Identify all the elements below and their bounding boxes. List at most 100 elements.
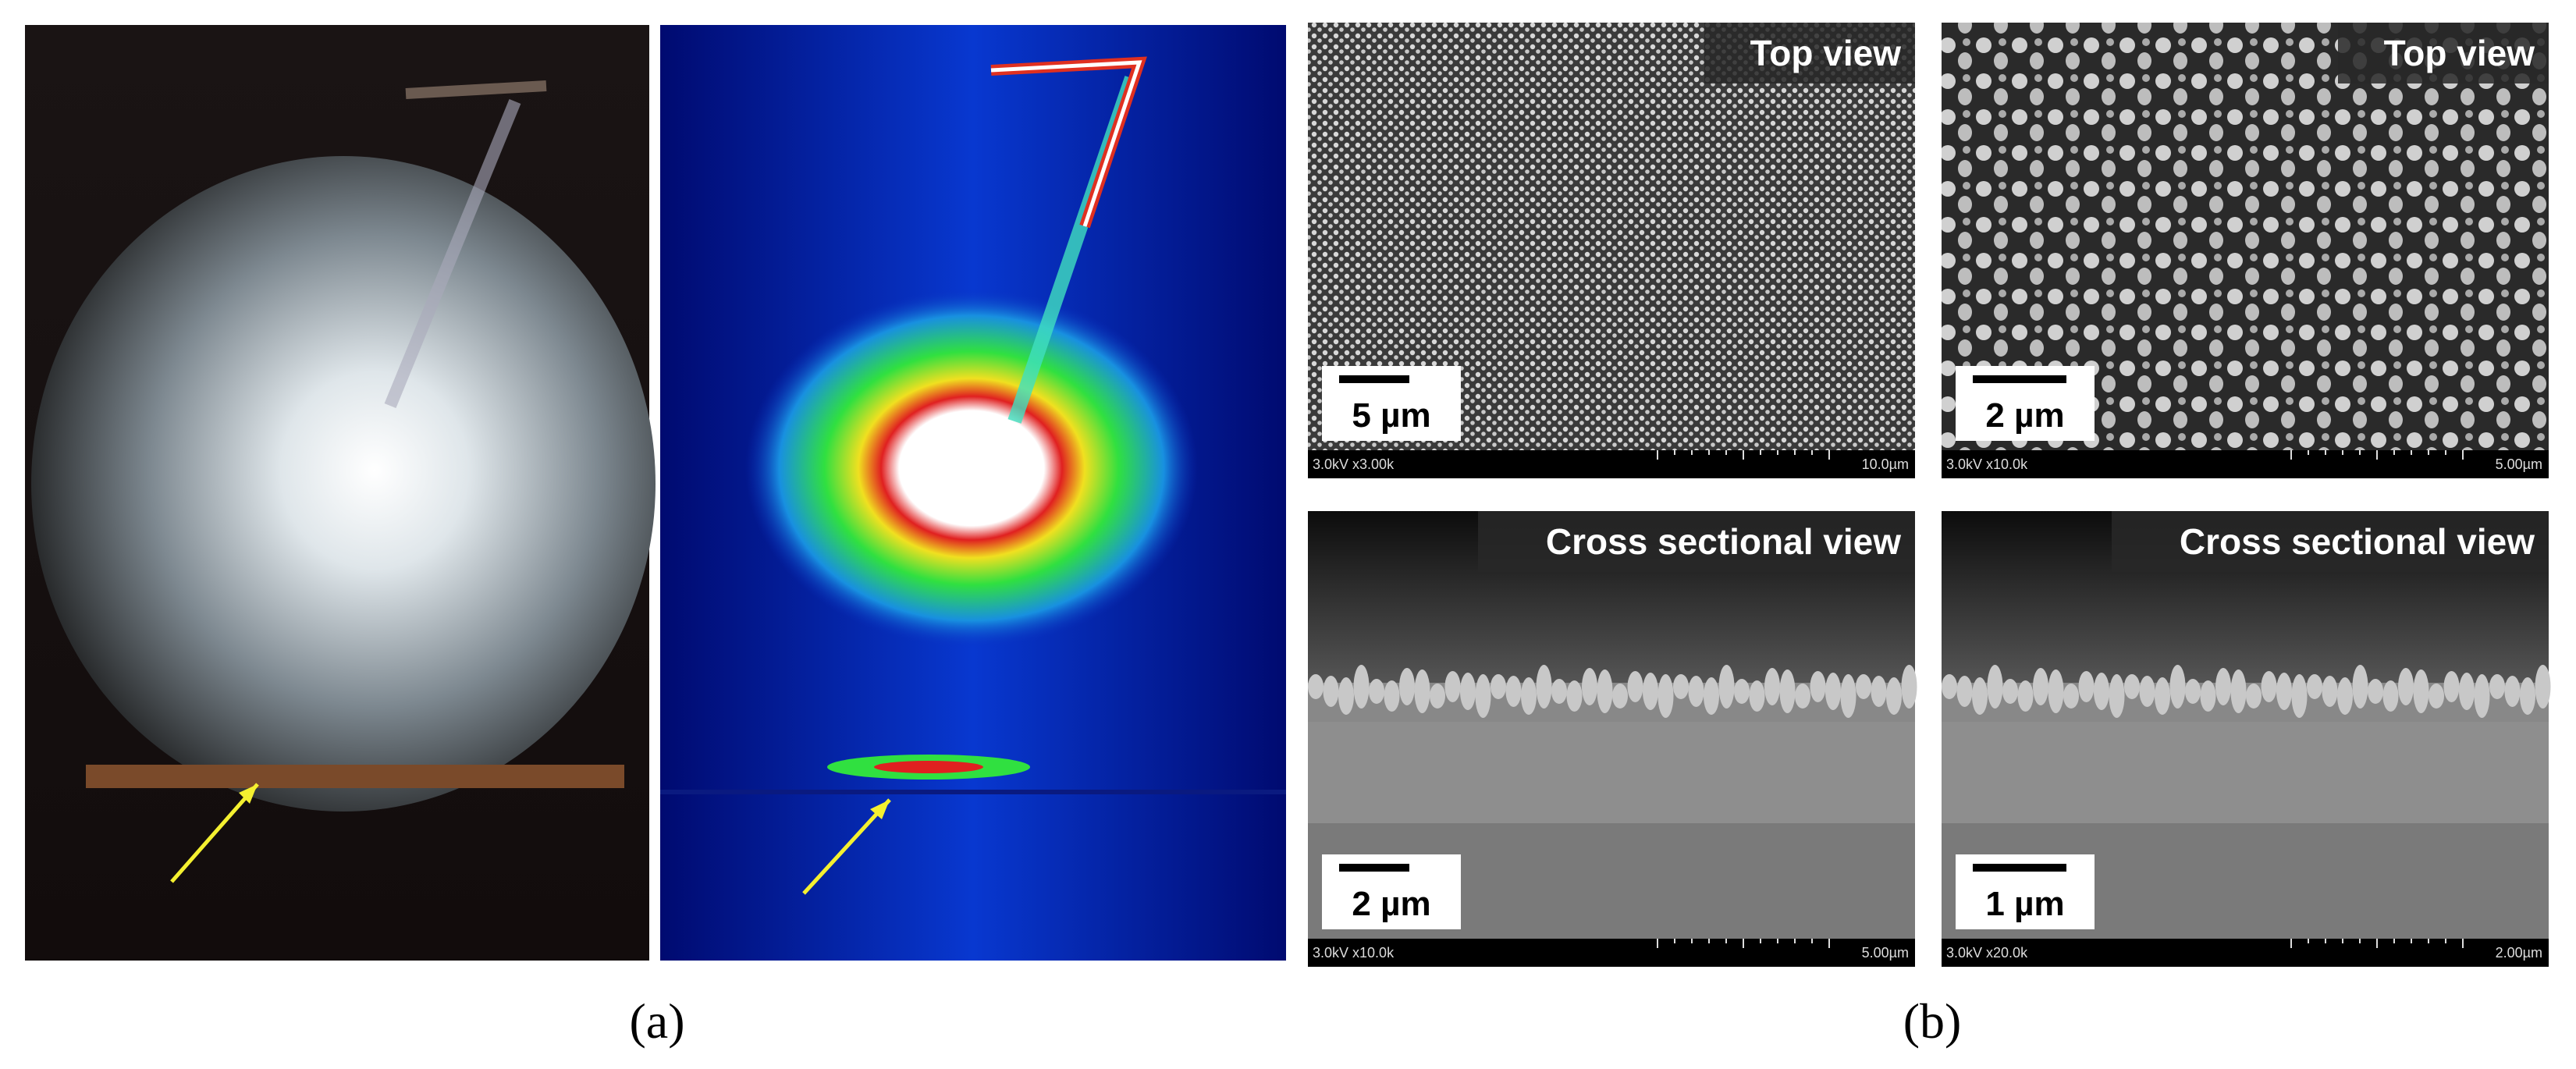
sem-grain [1840, 674, 1856, 718]
caption: (b) [1903, 993, 1962, 1049]
sem-grain [2489, 674, 2505, 699]
sem-grain [2078, 671, 2095, 702]
sem-grain [1901, 665, 1917, 709]
sem-grain [2307, 674, 2322, 699]
sem-grain [2504, 676, 2521, 707]
sem-grain [1430, 684, 1445, 709]
sem-grain [1491, 674, 1506, 699]
scale-label: 2 µm [1985, 396, 2064, 435]
sem-grain [1749, 680, 1765, 712]
scale-bar [1339, 375, 1409, 383]
sem-grain [1399, 668, 1415, 705]
sem-grain [2535, 665, 2551, 709]
sem-grain [2230, 669, 2247, 713]
info-bar [1942, 939, 2549, 967]
sem-grain [2261, 671, 2277, 702]
sem-grain [1582, 668, 1597, 705]
sem-grain [1987, 665, 2003, 709]
sem-grain [2337, 677, 2353, 715]
sem-grain [1704, 677, 1719, 715]
sem-grain [1658, 674, 1674, 718]
sem-grain [1871, 676, 1887, 707]
sem-grain [2322, 676, 2338, 707]
sem-grain [1972, 677, 1988, 715]
sem-grain [2443, 671, 2460, 702]
sem-image: Cross sectional view 2 µm 3.0kV x10.0k 5.00… [1308, 511, 1917, 967]
sem-grain [1444, 671, 1461, 702]
sem-grain [1673, 674, 1689, 699]
sem-grain [1612, 684, 1628, 709]
sem-grain [2215, 668, 2231, 705]
sem-grain [2063, 684, 2079, 709]
field-text: 2.00µm [2496, 945, 2542, 961]
panel-title: Top view [1750, 33, 1902, 73]
sem-grain [2017, 680, 2034, 712]
sem-grain [1942, 674, 1957, 699]
sem-grain [1551, 679, 1567, 704]
sem-grain [2048, 669, 2064, 713]
info-text: 3.0kV x3.00k [1313, 456, 1395, 472]
sem-image: Top view 2 µm 3.0kV x10.0k 5.00µm [1942, 23, 2549, 478]
title-box [1704, 23, 1915, 83]
sem-grain [2185, 679, 2201, 704]
sem-grain [2291, 674, 2308, 718]
scale-bar [1973, 864, 2066, 872]
photo-false-color [660, 25, 1286, 961]
sem-grain [1795, 684, 1810, 709]
scale-bar [1339, 864, 1409, 872]
sem-grain [2413, 669, 2429, 713]
panel-title: Cross sectional view [2180, 521, 2535, 562]
sem-grain [2246, 684, 2262, 709]
sem-grain [2459, 673, 2475, 710]
sem-grain [1338, 677, 1354, 715]
sem-grain [2276, 673, 2292, 710]
sem-grain [1643, 673, 1658, 710]
scale-label: 2 µm [1352, 885, 1430, 923]
sem-grain [1718, 665, 1735, 709]
sem-grain [1308, 674, 1324, 699]
sem-grain [1688, 676, 1704, 707]
title-box [1478, 511, 1915, 572]
sem-grain [2124, 674, 2140, 699]
sem-grain [1505, 676, 1522, 707]
photo-plasma [25, 25, 656, 961]
sem-grain [1521, 677, 1537, 715]
field-text: 10.0µm [1862, 456, 1909, 472]
sem-image: Top view 5 µm 3.0kV x3.00k 10.0µm [1308, 23, 1915, 478]
sem-grain [2139, 676, 2155, 707]
sem-grain [1597, 669, 1613, 713]
info-text: 3.0kV x20.0k [1946, 945, 2028, 961]
field-text: 5.00µm [1862, 945, 1909, 961]
sem-grain [2109, 674, 2125, 718]
sem-grain [2002, 679, 2018, 704]
info-text: 3.0kV x10.0k [1946, 456, 2028, 472]
sem-grain [1856, 674, 1871, 699]
panel-title: Cross sectional view [1546, 521, 1901, 562]
caption: (a) [629, 993, 684, 1049]
sem-grain [2169, 665, 2186, 709]
sem-grain [2474, 674, 2490, 718]
sem-grain [2382, 680, 2399, 712]
field-text: 5.00µm [2496, 456, 2542, 472]
sem-grain [1779, 669, 1796, 713]
sem-grain [1414, 669, 1430, 713]
info-bar [1942, 450, 2549, 478]
sem-grain [1886, 677, 1902, 715]
sem-grain [1460, 673, 1476, 710]
sem-grain [1369, 679, 1384, 704]
sem-grain [2200, 680, 2216, 712]
sem-grain [2155, 677, 2170, 715]
sem-grain [2368, 679, 2383, 704]
panel-title: Top view [2384, 33, 2535, 73]
info-bar [1308, 450, 1915, 478]
sem-grain [2352, 665, 2368, 709]
sem-grain [2520, 677, 2535, 715]
info-bar [1308, 939, 1915, 967]
scale-label: 5 µm [1352, 396, 1430, 435]
sem-grain [1734, 679, 1750, 704]
sem-grain [1566, 680, 1583, 712]
sem-grain [1384, 680, 1400, 712]
scale-bar [1973, 375, 2066, 383]
sem-grain [2398, 668, 2414, 705]
